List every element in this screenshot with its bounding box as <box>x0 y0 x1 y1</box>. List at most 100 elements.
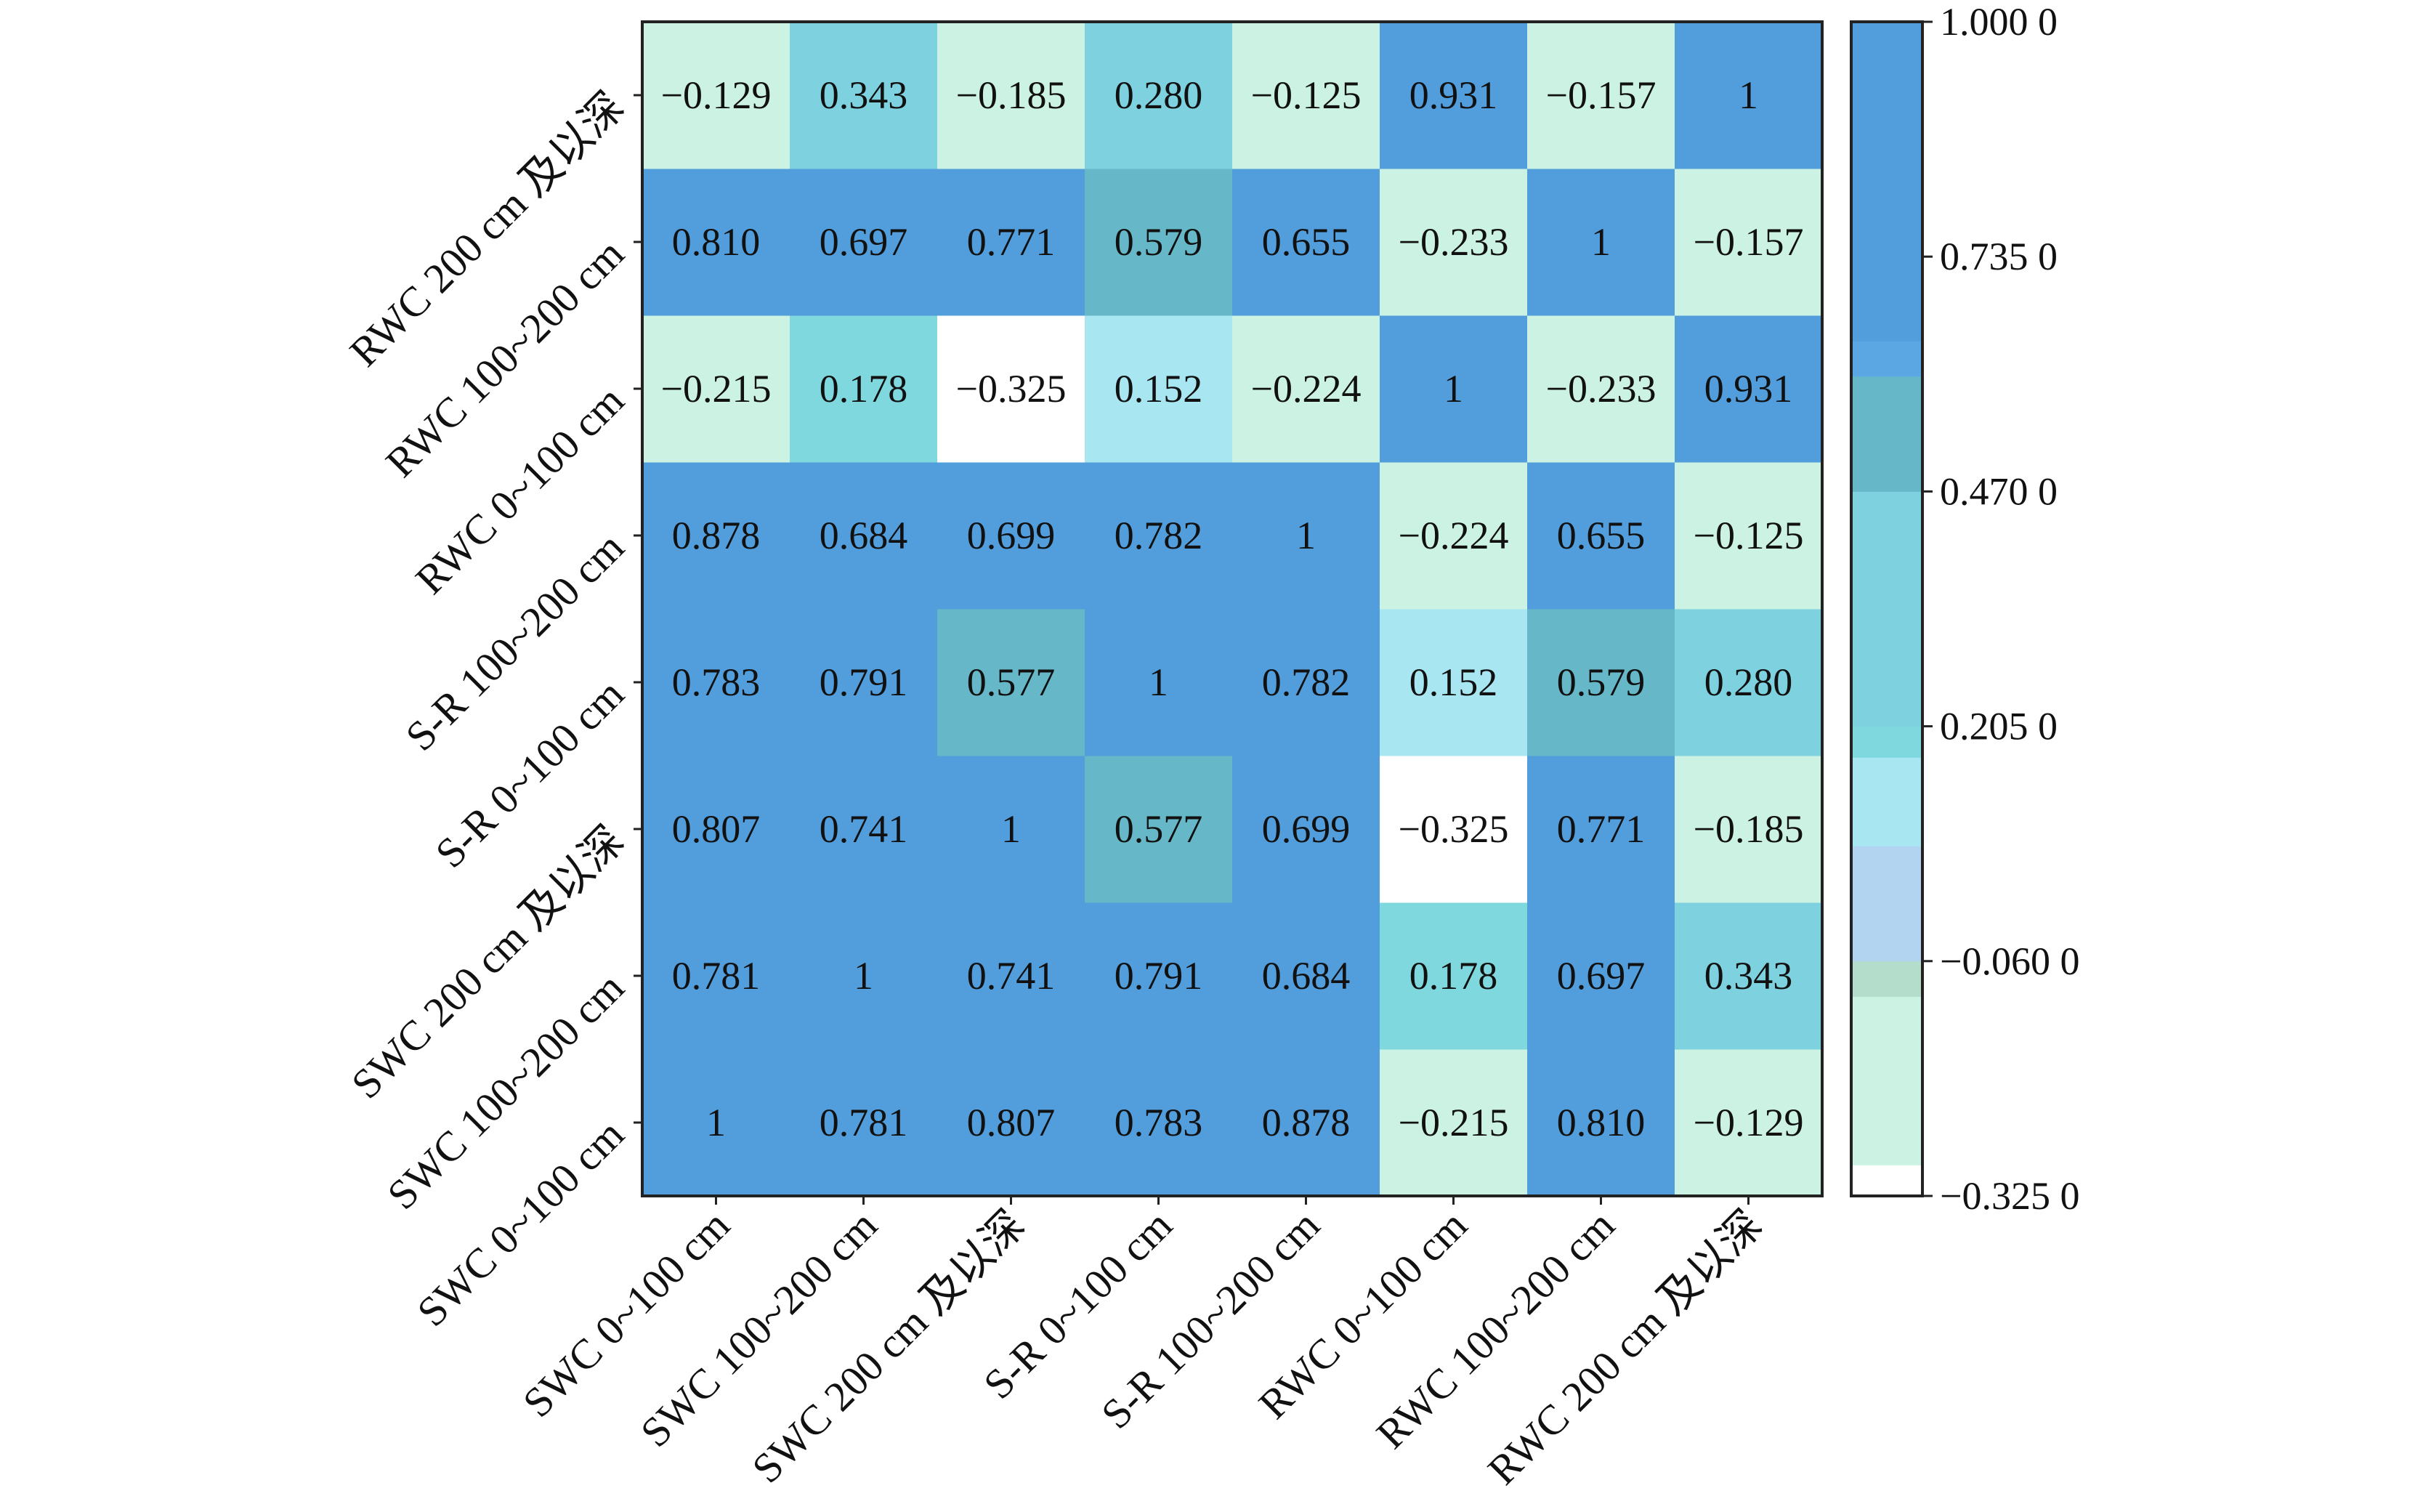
cell-value-label: 0.781 <box>672 954 761 998</box>
heatmap-cell <box>790 315 938 463</box>
cell-value-label: −0.129 <box>661 73 772 117</box>
cell-value-label: 0.791 <box>1115 954 1203 998</box>
cell-value-label: −0.125 <box>1694 514 1804 557</box>
colorbar-tick-label: 0.205 0 <box>1940 705 2058 748</box>
colorbar-tick-label: 0.735 0 <box>1940 235 2058 278</box>
heatmap-cell <box>790 1049 938 1196</box>
heatmap-cell <box>1527 169 1675 316</box>
cell-value-label: −0.215 <box>1399 1101 1509 1144</box>
cell-value-label: 0.878 <box>1262 1101 1351 1144</box>
heatmap-cell <box>642 315 790 463</box>
colorbar-band <box>1851 996 1922 1165</box>
cell-value-label: −0.233 <box>1546 367 1657 411</box>
cell-value-label: −0.125 <box>1251 73 1362 117</box>
heatmap-cell <box>1085 462 1233 610</box>
cell-value-label: 0.579 <box>1115 220 1203 264</box>
heatmap-cell <box>1232 22 1380 169</box>
heatmap-cell <box>1380 609 1528 756</box>
cell-value-label: 0.280 <box>1115 73 1203 117</box>
heatmap-cell <box>1527 462 1675 610</box>
colorbar-band <box>1851 376 1922 492</box>
colorbar-tick-label: 1.000 0 <box>1940 0 2058 44</box>
cell-value-label: −0.185 <box>956 73 1067 117</box>
colorbar-band <box>1851 1165 1922 1197</box>
heatmap-cell <box>1527 609 1675 756</box>
colorbar-band <box>1851 757 1922 846</box>
cell-value-label: 0.741 <box>967 954 1056 998</box>
cell-value-label: 1 <box>1444 367 1463 411</box>
colorbar-tick-label: −0.060 0 <box>1940 939 2079 983</box>
heatmap-cell <box>790 22 938 169</box>
cell-value-label: 0.684 <box>820 514 908 557</box>
heatmap-cell <box>790 902 938 1050</box>
cell-value-label: 0.655 <box>1557 514 1646 557</box>
y-tick-label: RWC 200 cm 及以深 <box>341 83 634 376</box>
colorbar-frame <box>1850 20 1924 1197</box>
cell-value-label: 0.699 <box>1262 807 1351 851</box>
colorbar-band <box>1851 341 1922 377</box>
cell-value-label: −0.224 <box>1399 514 1509 557</box>
heatmap-cell <box>642 169 790 316</box>
cell-value-label: 0.577 <box>967 660 1056 704</box>
cell-value-label: 1 <box>1739 73 1758 117</box>
cell-value-label: 0.697 <box>820 220 908 264</box>
heatmap-cell <box>642 756 790 903</box>
cell-value-label: 0.178 <box>1409 954 1498 998</box>
x-tick-label: SWC 200 cm 及以深 <box>743 1201 1033 1492</box>
heatmap-cell <box>642 609 790 756</box>
cell-value-label: −0.325 <box>956 367 1067 411</box>
cell-value-label: −0.157 <box>1546 73 1657 117</box>
cell-value-label: 0.579 <box>1557 660 1646 704</box>
cell-value-label: 0.152 <box>1409 660 1498 704</box>
cell-value-label: 0.782 <box>1262 660 1351 704</box>
heatmap-cell <box>937 902 1085 1050</box>
heatmap-cell <box>937 1049 1085 1196</box>
heatmap-cell <box>1675 22 1822 169</box>
cell-value-label: 0.878 <box>672 514 761 557</box>
heatmap-cell <box>1527 22 1675 169</box>
cell-value-label: 0.741 <box>820 807 908 851</box>
heatmap-cell <box>937 169 1085 316</box>
cell-value-label: 0.655 <box>1262 220 1351 264</box>
heatmap-cell <box>1675 169 1822 316</box>
cell-value-label: 1 <box>1149 660 1168 704</box>
heatmap-cell <box>1527 756 1675 903</box>
colorbar-band <box>1851 491 1922 727</box>
cell-value-label: 0.343 <box>1704 954 1793 998</box>
heatmap-cell <box>937 462 1085 610</box>
heatmap-cell <box>790 462 938 610</box>
heatmap-cell <box>1380 462 1528 610</box>
cell-value-label: −0.185 <box>1694 807 1804 851</box>
heatmap-cell <box>1675 1049 1822 1196</box>
cell-value-label: 0.781 <box>820 1101 908 1144</box>
heatmap-cell <box>937 315 1085 463</box>
y-tick-label: SWC 200 cm 及以深 <box>342 817 633 1107</box>
heatmap-cell <box>1380 315 1528 463</box>
heatmap-cell <box>1380 1049 1528 1196</box>
cell-value-label: 0.931 <box>1704 367 1793 411</box>
cell-value-label: 0.697 <box>1557 954 1646 998</box>
cell-value-label: 0.699 <box>967 514 1056 557</box>
cell-value-label: 0.931 <box>1409 73 1498 117</box>
cell-value-label: 0.684 <box>1262 954 1351 998</box>
heatmap-cell <box>1380 902 1528 1050</box>
colorbar: 1.000 0 0.735 0 0.470 0 0.205 0 −0.060 0 −0.3… <box>1850 0 2079 1218</box>
heatmap-cell <box>1675 902 1822 1050</box>
cell-value-label: −0.157 <box>1694 220 1804 264</box>
heatmap-cell <box>1675 756 1822 903</box>
cell-value-label: 0.807 <box>672 807 761 851</box>
cell-value-label: 1 <box>1296 514 1316 557</box>
cell-value-label: −0.224 <box>1251 367 1362 411</box>
heatmap-cell <box>1085 902 1233 1050</box>
cell-value-label: 0.782 <box>1115 514 1203 557</box>
heatmap-cell <box>790 169 938 316</box>
colorbar-band <box>1851 726 1922 758</box>
cell-value-label: 0.791 <box>820 660 908 704</box>
heatmap-cell <box>1232 169 1380 316</box>
x-tick-label: RWC 200 cm 及以深 <box>1479 1201 1771 1494</box>
cell-value-label: 1 <box>854 954 873 998</box>
heatmap-cell <box>1232 1049 1380 1196</box>
heatmap-cell <box>1380 22 1528 169</box>
